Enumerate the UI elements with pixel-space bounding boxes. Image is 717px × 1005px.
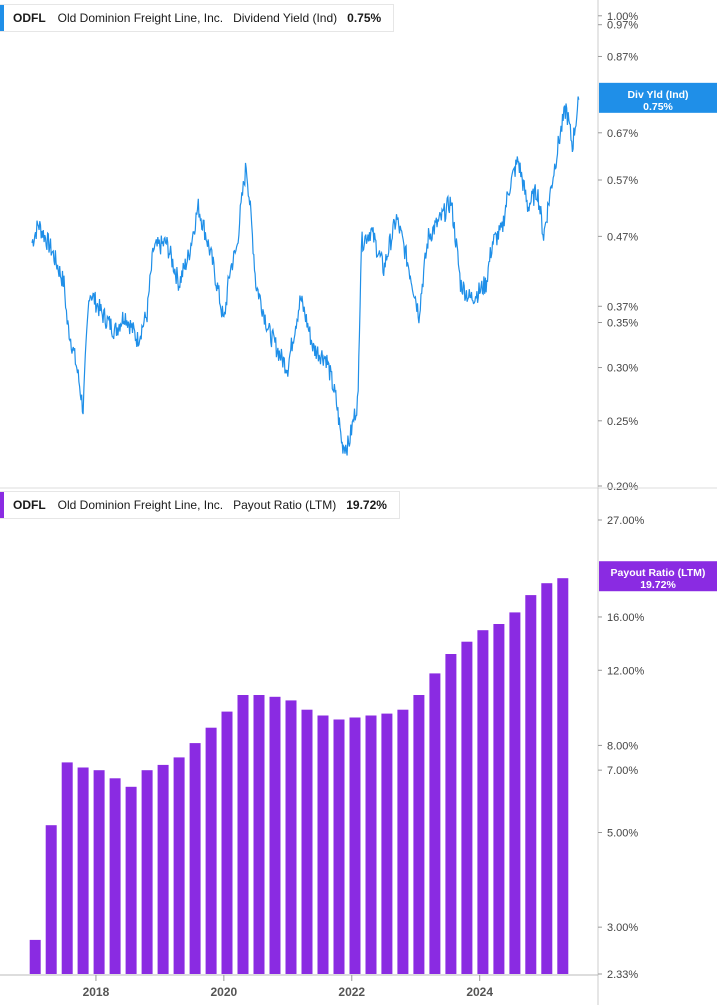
payout-bar [429, 673, 441, 974]
bottom-legend: ODFL Old Dominion Freight Line, Inc. Pay… [0, 491, 400, 519]
payout-bar [509, 612, 521, 974]
series-color-swatch [0, 492, 4, 518]
legend-ticker: ODFL [13, 11, 46, 25]
y-tick-label: 0.67% [607, 128, 638, 140]
payout-bar [61, 762, 73, 974]
payout-bar [349, 717, 361, 974]
y-tick-label: 7.00% [607, 765, 638, 777]
x-tick-label: 2024 [466, 985, 493, 999]
y-tick-label: 27.00% [607, 515, 645, 527]
payout-bar [109, 778, 121, 974]
payout-bar [381, 713, 393, 974]
legend-metric: Payout Ratio (LTM) [233, 498, 337, 512]
payout-bar [45, 825, 57, 974]
y-tick-label: 0.87% [607, 51, 638, 63]
legend-value: 19.72% [346, 498, 387, 512]
end-label-box [599, 561, 717, 592]
y-tick-label: 0.97% [607, 20, 638, 32]
payout-bar [493, 624, 505, 974]
end-label-box [599, 82, 717, 113]
payout-bar [77, 767, 89, 974]
end-label-value: 19.72% [640, 579, 676, 591]
payout-bar [269, 696, 281, 974]
payout-bar [237, 695, 249, 974]
top-legend: ODFL Old Dominion Freight Line, Inc. Div… [0, 4, 395, 32]
y-tick-label: 1.00% [607, 11, 638, 23]
payout-bar [253, 695, 265, 974]
y-tick-label: 3.00% [607, 922, 638, 934]
x-tick-label: 2018 [83, 985, 110, 999]
legend-value: 0.75% [347, 11, 382, 25]
y-tick-label: 0.30% [607, 363, 638, 375]
y-tick-label: 0.37% [607, 301, 638, 313]
payout-bar [301, 709, 313, 974]
payout-bar [365, 715, 377, 974]
y-tick-label: 0.57% [607, 175, 638, 187]
y-tick-label: 16.00% [607, 612, 645, 624]
y-tick-label: 12.00% [607, 665, 645, 677]
payout-bar [525, 595, 537, 974]
payout-bar [413, 695, 425, 974]
payout-bar [477, 630, 489, 974]
payout-bar [93, 770, 105, 974]
y-tick-label: 8.00% [607, 740, 638, 752]
series-color-swatch [0, 5, 4, 31]
payout-bar [397, 709, 409, 974]
payout-bar [285, 700, 297, 974]
legend-metric: Dividend Yield (Ind) [233, 11, 338, 25]
end-label-value: 0.75% [643, 101, 673, 113]
y-tick-label: 0.25% [607, 416, 638, 428]
payout-bar [141, 770, 153, 974]
payout-bar [541, 583, 553, 974]
legend-company: Old Dominion Freight Line, Inc. [57, 498, 224, 512]
y-tick-label: 0.20% [607, 481, 638, 493]
payout-bar [557, 578, 569, 974]
payout-bar [173, 757, 185, 974]
x-tick-label: 2020 [210, 985, 237, 999]
legend-ticker: ODFL [13, 498, 46, 512]
payout-bar [157, 764, 169, 974]
y-tick-label: 0.35% [607, 318, 638, 330]
x-tick-label: 2022 [338, 985, 365, 999]
payout-bar [205, 727, 217, 974]
payout-bar [461, 641, 473, 974]
payout-bar [333, 719, 345, 974]
payout-bar [317, 715, 329, 974]
y-tick-label: 5.00% [607, 828, 638, 840]
payout-bar [221, 711, 233, 974]
y-tick-label: 2.33% [607, 969, 638, 981]
payout-bar [125, 786, 137, 974]
end-label-name: Payout Ratio (LTM) [611, 567, 706, 579]
legend-company: Old Dominion Freight Line, Inc. [57, 11, 224, 25]
end-label-name: Div Yld (Ind) [627, 89, 688, 101]
payout-bar [29, 939, 41, 974]
payout-bar [189, 743, 201, 974]
dividend-yield-line [31, 96, 580, 456]
payout-bar [445, 654, 457, 974]
y-tick-label: 0.47% [607, 231, 638, 243]
